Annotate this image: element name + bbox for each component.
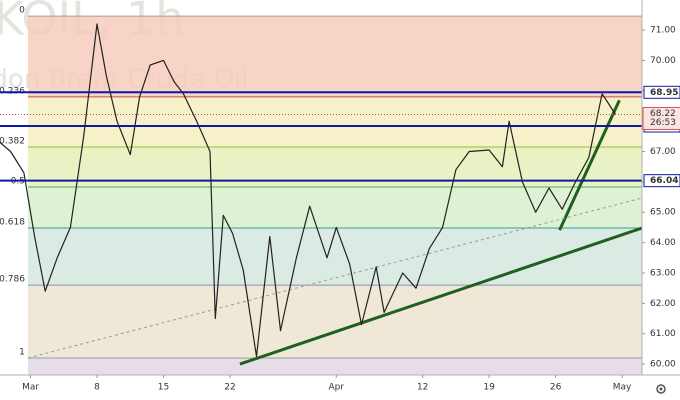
fib-band	[27, 285, 642, 358]
last-price-label: 68.22	[650, 109, 676, 119]
trendline	[27, 197, 642, 359]
level-label: 66.04	[650, 176, 678, 186]
y-tick-label: 62.00	[650, 299, 676, 309]
settings-icon[interactable]	[656, 384, 666, 394]
x-tick-label: 26	[550, 383, 562, 393]
y-tick-label: 71.00	[650, 26, 676, 36]
fib-label: 0.382	[0, 136, 25, 146]
x-tick-label: Apr	[328, 383, 344, 393]
y-tick-label: 64.00	[650, 238, 676, 248]
y-tick-label: 63.00	[650, 268, 676, 278]
level-label: 68.95	[650, 88, 678, 98]
y-tick-label: 70.00	[650, 56, 676, 66]
x-tick-label: May	[613, 383, 632, 393]
fib-band	[27, 228, 642, 286]
price-line	[0, 23, 616, 358]
gear[interactable]	[656, 384, 666, 394]
x-tick-label: 12	[417, 383, 428, 393]
y-tick-label: 65.00	[650, 208, 676, 218]
fib-label: 1	[19, 347, 25, 357]
trendline	[558, 99, 621, 231]
y-tick-label: 61.00	[650, 329, 676, 339]
countdown: 26:53	[650, 118, 676, 128]
fib-band	[27, 96, 642, 147]
last-price-tag	[642, 106, 680, 130]
plot-area: UKOIL, 1hLondon Brent Crude Oil00.2360.3…	[0, 0, 642, 375]
x-tick-label: Mar	[22, 383, 39, 393]
x-tick-label: 22	[224, 383, 235, 393]
fib-label: 0.786	[0, 275, 25, 285]
x-tick-label: 8	[94, 383, 100, 393]
x-tick-label: 15	[158, 383, 169, 393]
fib-label: 0	[19, 6, 25, 16]
fib-band	[27, 357, 642, 375]
x-tick-label: 19	[483, 383, 495, 393]
gear-center[interactable]	[659, 387, 663, 391]
y-tick-label: 60.00	[650, 360, 676, 370]
fib-band	[27, 187, 642, 229]
fib-band	[27, 16, 642, 97]
y-tick-label: 67.00	[650, 147, 676, 157]
level-tag	[643, 85, 680, 99]
fib-label: 0.618	[0, 218, 25, 228]
trendline	[239, 226, 642, 366]
level-tag	[643, 174, 680, 188]
